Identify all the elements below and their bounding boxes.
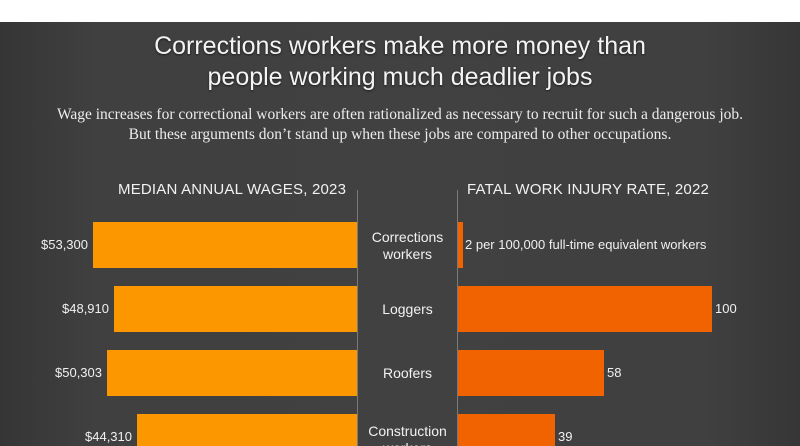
- category-line2: workers: [382, 246, 432, 262]
- injury-bar-construction: [458, 414, 555, 446]
- injury-bar-roofers: [458, 350, 604, 396]
- wage-label: $44,310: [85, 429, 132, 444]
- chart-title-line1: Corrections workers make more money than: [154, 32, 646, 60]
- wage-bar-roofers: [107, 350, 357, 396]
- injury-label: 39: [558, 429, 573, 444]
- wage-label: $48,910: [62, 301, 109, 316]
- injury-label: 58: [607, 365, 622, 380]
- wages-heading: MEDIAN ANNUAL WAGES, 2023: [118, 181, 347, 198]
- wage-label: $53,300: [41, 237, 88, 252]
- left-axis-divider: [357, 190, 358, 446]
- category-label: Construction workers: [358, 423, 457, 446]
- wage-bar-loggers: [114, 286, 357, 332]
- chart-title-line2: people working much deadlier jobs: [207, 63, 593, 91]
- category-label: Corrections workers: [358, 229, 457, 263]
- category-line1: Roofers: [382, 365, 433, 381]
- injury-rate-heading: FATAL WORK INJURY RATE, 2022: [467, 181, 710, 198]
- chart-subtitle-line2: But these arguments don’t stand up when …: [128, 126, 672, 143]
- wage-bar-corrections: [93, 222, 357, 268]
- infographic-panel: Corrections workers make more money than…: [0, 22, 800, 446]
- injury-bar-loggers: [458, 286, 712, 332]
- right-axis-divider: [457, 190, 458, 446]
- wage-label: $50,303: [55, 365, 102, 380]
- injury-label: 2 per 100,000 full-time equivalent worke…: [465, 237, 707, 252]
- chart-subtitle-line1: Wage increases for correctional workers …: [56, 106, 744, 123]
- injury-bar-corrections: [458, 222, 463, 268]
- top-margin: [0, 0, 800, 22]
- category-line2: workers: [358, 440, 457, 446]
- category-line1: Construction: [368, 423, 447, 439]
- category-line1: Corrections: [371, 229, 444, 245]
- category-line1: Loggers: [382, 301, 433, 317]
- category-label: Loggers: [358, 301, 457, 318]
- wage-bar-construction: [137, 414, 357, 446]
- category-label: Roofers: [358, 365, 457, 382]
- injury-label: 100: [715, 301, 737, 316]
